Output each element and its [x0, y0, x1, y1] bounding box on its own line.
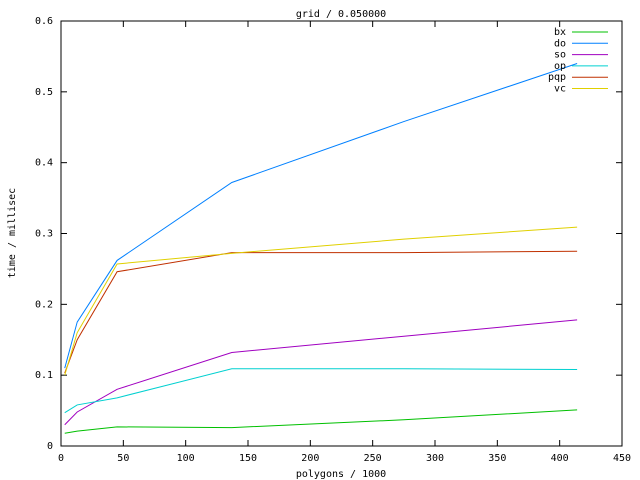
x-tick-label: 300	[426, 453, 444, 464]
y-tick-label: 0.2	[35, 299, 53, 310]
x-tick-label: 350	[488, 453, 506, 464]
legend-label: op	[554, 61, 566, 72]
x-tick-label: 50	[117, 453, 129, 464]
y-tick-label: 0.3	[35, 229, 53, 240]
x-axis-label: polygons / 1000	[296, 469, 386, 480]
y-tick-label: 0.5	[35, 87, 53, 98]
x-tick-label: 450	[613, 453, 631, 464]
series-line	[64, 319, 578, 426]
legend-label: bx	[554, 27, 566, 38]
series-line	[64, 250, 578, 374]
y-tick-label: 0	[47, 441, 53, 452]
series-line	[64, 368, 578, 414]
x-tick-label: 250	[364, 453, 382, 464]
legend-label: do	[554, 38, 566, 49]
y-tick-label: 0.6	[35, 16, 53, 27]
series-line	[64, 409, 578, 434]
x-tick-label: 150	[239, 453, 257, 464]
x-tick-label: 200	[301, 453, 319, 464]
legend-label: vc	[554, 84, 566, 95]
y-tick-label: 0.4	[35, 158, 53, 169]
chart-title: grid / 0.050000	[296, 9, 386, 20]
y-tick-label: 0.1	[35, 370, 53, 381]
x-tick-label: 400	[551, 453, 569, 464]
legend-label: so	[554, 50, 566, 61]
x-tick-label: 100	[177, 453, 195, 464]
series-line	[64, 63, 578, 369]
series-line	[64, 226, 578, 376]
x-tick-label: 0	[58, 453, 64, 464]
legend-label: pqp	[548, 72, 566, 83]
y-axis-label: time / millisec	[7, 188, 18, 278]
